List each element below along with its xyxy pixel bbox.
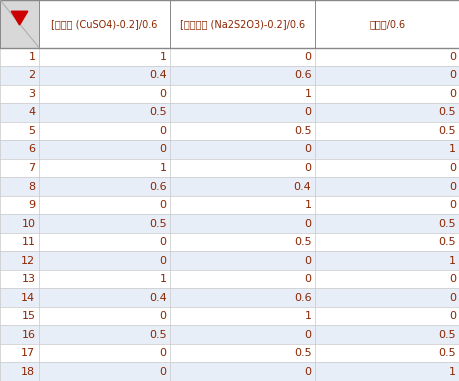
Text: 1: 1: [28, 52, 35, 62]
Text: 16: 16: [22, 330, 35, 340]
Text: 0: 0: [304, 52, 311, 62]
Text: 0: 0: [159, 144, 166, 154]
Text: 1: 1: [159, 52, 166, 62]
Text: [硫酸铜 (CuSO4)-0.2]/0.6: [硫酸铜 (CuSO4)-0.2]/0.6: [51, 19, 157, 29]
Bar: [0, 196, 459, 214]
Text: 4: 4: [28, 107, 35, 117]
Text: 0.4: 0.4: [148, 70, 166, 80]
Text: 0.5: 0.5: [438, 219, 455, 229]
Text: 12: 12: [21, 256, 35, 266]
Text: 18: 18: [21, 367, 35, 377]
Text: 0: 0: [448, 89, 455, 99]
Text: 0.4: 0.4: [293, 181, 311, 192]
Text: 0: 0: [304, 367, 311, 377]
Bar: [0, 122, 459, 140]
Text: 0.5: 0.5: [293, 126, 311, 136]
Text: 0: 0: [159, 89, 166, 99]
Bar: [0, 270, 459, 288]
Text: 0.6: 0.6: [293, 293, 311, 303]
Bar: [0, 140, 459, 159]
Text: 0: 0: [448, 70, 455, 80]
Text: [亚硫酸钠 (Na2S2O3)-0.2]/0.6: [亚硫酸钠 (Na2S2O3)-0.2]/0.6: [179, 19, 305, 29]
Text: 1: 1: [304, 200, 311, 210]
Text: 0: 0: [304, 256, 311, 266]
Bar: [0, 85, 459, 103]
Bar: [0, 103, 459, 122]
Text: 0: 0: [159, 348, 166, 358]
Text: 1: 1: [159, 163, 166, 173]
Text: 1: 1: [304, 89, 311, 99]
Bar: [0, 48, 459, 66]
Bar: [0, 66, 459, 85]
Text: 0: 0: [448, 200, 455, 210]
Text: 0.5: 0.5: [293, 348, 311, 358]
Text: 9: 9: [28, 200, 35, 210]
Text: 0: 0: [304, 107, 311, 117]
Text: 0: 0: [159, 126, 166, 136]
Text: 10: 10: [22, 219, 35, 229]
Bar: [0, 214, 459, 233]
Text: 1: 1: [448, 367, 455, 377]
Text: 6: 6: [28, 144, 35, 154]
Text: 0: 0: [304, 144, 311, 154]
Polygon shape: [11, 11, 28, 25]
Bar: [0, 307, 459, 325]
Bar: [39, 0, 170, 48]
Text: 15: 15: [22, 311, 35, 321]
Text: 0.5: 0.5: [438, 348, 455, 358]
Text: 8: 8: [28, 181, 35, 192]
Text: 0: 0: [159, 200, 166, 210]
Text: 0: 0: [448, 274, 455, 284]
Text: 0: 0: [304, 330, 311, 340]
Text: 0: 0: [304, 219, 311, 229]
Text: 0: 0: [448, 181, 455, 192]
Bar: [0, 344, 459, 362]
Text: 0: 0: [159, 367, 166, 377]
Bar: [0, 362, 459, 381]
Text: 7: 7: [28, 163, 35, 173]
Text: 0.6: 0.6: [293, 70, 311, 80]
Text: 14: 14: [21, 293, 35, 303]
Bar: [0, 288, 459, 307]
Text: 5: 5: [28, 126, 35, 136]
Text: 13: 13: [22, 274, 35, 284]
Text: 3: 3: [28, 89, 35, 99]
Text: 1: 1: [448, 144, 455, 154]
Text: 1: 1: [448, 256, 455, 266]
Text: 0: 0: [159, 256, 166, 266]
Bar: [0, 177, 459, 196]
Text: 0: 0: [304, 274, 311, 284]
Text: 0: 0: [448, 163, 455, 173]
Bar: [0, 325, 459, 344]
Text: 0: 0: [304, 163, 311, 173]
Text: 0.5: 0.5: [438, 330, 455, 340]
Text: 0: 0: [448, 293, 455, 303]
Text: 乙二醛/0.6: 乙二醛/0.6: [369, 19, 405, 29]
Text: 0: 0: [448, 311, 455, 321]
Text: 0.5: 0.5: [149, 107, 166, 117]
Bar: [314, 0, 459, 48]
Text: 17: 17: [21, 348, 35, 358]
Bar: [0, 159, 459, 177]
Text: 0: 0: [448, 52, 455, 62]
Text: 0.6: 0.6: [149, 181, 166, 192]
Text: 0.4: 0.4: [148, 293, 166, 303]
Text: 1: 1: [159, 274, 166, 284]
Text: 1: 1: [304, 311, 311, 321]
Text: 0.5: 0.5: [149, 219, 166, 229]
Text: 0: 0: [159, 237, 166, 247]
Text: 0: 0: [159, 311, 166, 321]
Text: 2: 2: [28, 70, 35, 80]
Text: 0.5: 0.5: [438, 126, 455, 136]
Bar: [0, 251, 459, 270]
Bar: [170, 0, 314, 48]
Bar: [0, 233, 459, 251]
Text: 0.5: 0.5: [438, 237, 455, 247]
Bar: [0, 0, 39, 48]
Text: 11: 11: [22, 237, 35, 247]
Text: 0.5: 0.5: [438, 107, 455, 117]
Text: 0.5: 0.5: [293, 237, 311, 247]
Text: 0.5: 0.5: [149, 330, 166, 340]
